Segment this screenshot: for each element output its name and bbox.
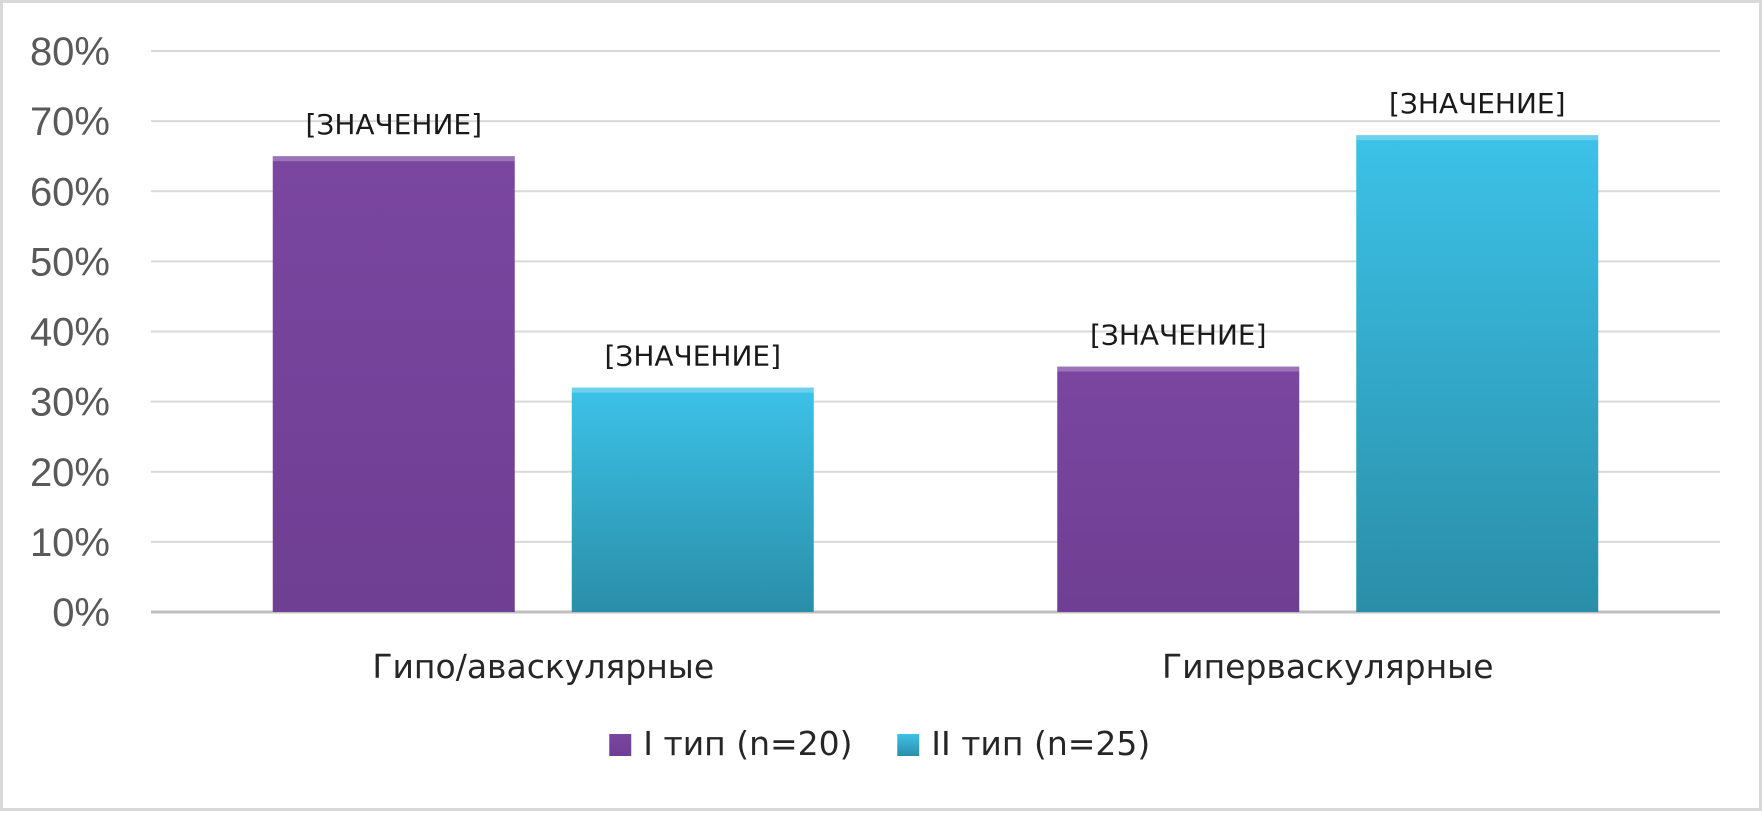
bar-2-2	[1356, 135, 1599, 612]
y-tick-label: 40%	[30, 311, 110, 355]
bar-chart: 0%10%20%30%40%50%60%70%80% [ЗНАЧЕНИЕ][ЗН…	[30, 30, 1720, 763]
y-tick-label: 70%	[30, 100, 110, 144]
bar-1-2	[1057, 366, 1300, 612]
y-tick-label: 50%	[30, 240, 110, 284]
y-tick-label: 80%	[30, 30, 110, 74]
legend-label: II тип (n=25)	[931, 724, 1150, 763]
legend: I тип (n=20) II тип (n=25)	[609, 724, 1150, 763]
y-tick-label: 0%	[52, 591, 110, 635]
legend-swatch	[897, 734, 920, 756]
bar-2-1	[571, 387, 814, 612]
bar-bevel	[272, 156, 515, 162]
bar-1-1	[272, 156, 515, 612]
category-label: Гиперваскулярные	[1162, 647, 1494, 686]
legend-swatch	[609, 734, 632, 756]
y-tick-label: 20%	[30, 451, 110, 495]
data-label: [ЗНАЧЕНИЕ]	[305, 108, 482, 141]
data-label: [ЗНАЧЕНИЕ]	[1389, 87, 1566, 120]
bar-bevel	[1057, 366, 1300, 372]
data-label: [ЗНАЧЕНИЕ]	[1090, 319, 1267, 352]
legend-label: I тип (n=20)	[643, 724, 852, 763]
y-tick-label: 10%	[30, 521, 110, 565]
bar-bevel	[571, 387, 814, 393]
y-axis-ticks: 0% 10% 20% 30% 40% 50% 60% 70% 80%	[30, 30, 110, 635]
data-label: [ЗНАЧЕНИЕ]	[604, 340, 781, 373]
bar-bevel	[1356, 135, 1599, 141]
data-labels: [ЗНАЧЕНИЕ] [ЗНАЧЕНИЕ] [ЗНАЧЕНИЕ] [ЗНАЧЕНИЕ]	[305, 87, 1565, 372]
category-label: Гипо/аваскулярные	[372, 647, 714, 686]
y-tick-label: 30%	[30, 381, 110, 425]
x-axis-categories: Гипо/аваскулярные Гиперваскулярные	[372, 647, 1493, 686]
y-tick-label: 60%	[30, 170, 110, 214]
bars	[272, 135, 1599, 612]
